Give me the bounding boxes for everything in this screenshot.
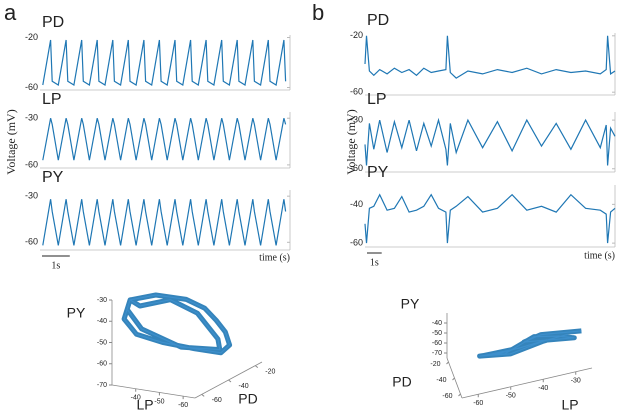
tick-mark <box>446 361 449 365</box>
trace-title: LP <box>42 91 62 108</box>
x-tick-label: -50 <box>506 393 516 400</box>
axis-label: PD <box>392 374 411 390</box>
trace-title: PD <box>42 14 64 31</box>
trace <box>42 118 287 161</box>
x-tick-label: -30 <box>571 378 581 385</box>
y-tick-label: -40 <box>436 377 446 384</box>
axis-line <box>111 384 196 399</box>
z-tick-label: -40 <box>97 318 107 325</box>
y-tick-label: -60 <box>25 159 38 169</box>
x-tick-label: -40 <box>131 395 141 402</box>
scale-bar-label: 1s <box>51 260 60 271</box>
trace <box>364 35 616 79</box>
y-axis-label: Voltage (mV) <box>344 109 358 174</box>
x-axis-label: time (s) <box>259 252 290 263</box>
x-tick-label: -60 <box>178 402 188 409</box>
z-tick-label: -70 <box>432 350 442 357</box>
axis-label: LP <box>136 397 153 413</box>
tick-mark <box>452 377 455 381</box>
x-tick-label: -60 <box>473 400 483 407</box>
z-tick-label: -40 <box>432 320 442 327</box>
axis-label: PY <box>67 305 86 321</box>
y-tick-label: -30 <box>25 191 38 201</box>
tick-mark <box>458 393 461 397</box>
tick-mark <box>201 394 205 397</box>
y-tick-label: -20 <box>265 368 275 375</box>
trace <box>364 193 616 244</box>
y-tick-label: -60 <box>25 82 38 92</box>
z-tick-label: -70 <box>97 382 107 389</box>
trajectory <box>121 292 233 356</box>
y-tick-label: -60 <box>350 238 363 248</box>
z-tick-label: -30 <box>97 297 107 304</box>
y-tick-label: -60 <box>350 87 363 97</box>
trace-title: PY <box>42 169 64 186</box>
trace <box>364 117 616 166</box>
trace-title: PY <box>367 164 389 181</box>
panel-label: a <box>4 0 17 25</box>
trace-title: LP <box>367 91 387 108</box>
x-tick-label: -40 <box>538 385 548 392</box>
x-axis-label: time (s) <box>584 250 615 261</box>
axis-label: LP <box>561 397 578 413</box>
y-tick-label: -60 <box>350 163 363 173</box>
y-tick-label: -30 <box>25 113 38 123</box>
x-tick-label: -50 <box>154 398 164 405</box>
scale-bar-label: 1s <box>370 257 379 268</box>
y-tick-label: -60 <box>25 237 38 247</box>
panel-label: b <box>312 0 324 25</box>
z-tick-label: -60 <box>97 361 107 368</box>
y-tick-label: -20 <box>25 32 38 42</box>
tick-mark <box>254 365 259 368</box>
axis-label: PD <box>238 391 257 407</box>
y-tick-label: -40 <box>350 199 363 209</box>
y-tick-label: -60 <box>212 397 222 404</box>
trace <box>42 39 287 86</box>
y-tick-label: -60 <box>442 393 452 400</box>
axis-label: PY <box>401 296 420 312</box>
trace <box>42 199 287 246</box>
axis-line <box>461 367 593 399</box>
y-tick-label: -20 <box>430 361 440 368</box>
tick-mark <box>228 379 232 383</box>
y-tick-label: -20 <box>350 30 363 40</box>
y-tick-label: -30 <box>350 114 363 124</box>
y-axis-label: Voltage (mV) <box>4 109 18 174</box>
trace-title: PD <box>367 12 389 29</box>
z-tick-label: -50 <box>97 339 107 346</box>
trajectory-core <box>123 294 231 354</box>
trajectory-core <box>479 330 582 357</box>
z-tick-label: -60 <box>432 340 442 347</box>
z-tick-label: -50 <box>432 330 442 337</box>
y-tick-label: -40 <box>239 383 249 390</box>
